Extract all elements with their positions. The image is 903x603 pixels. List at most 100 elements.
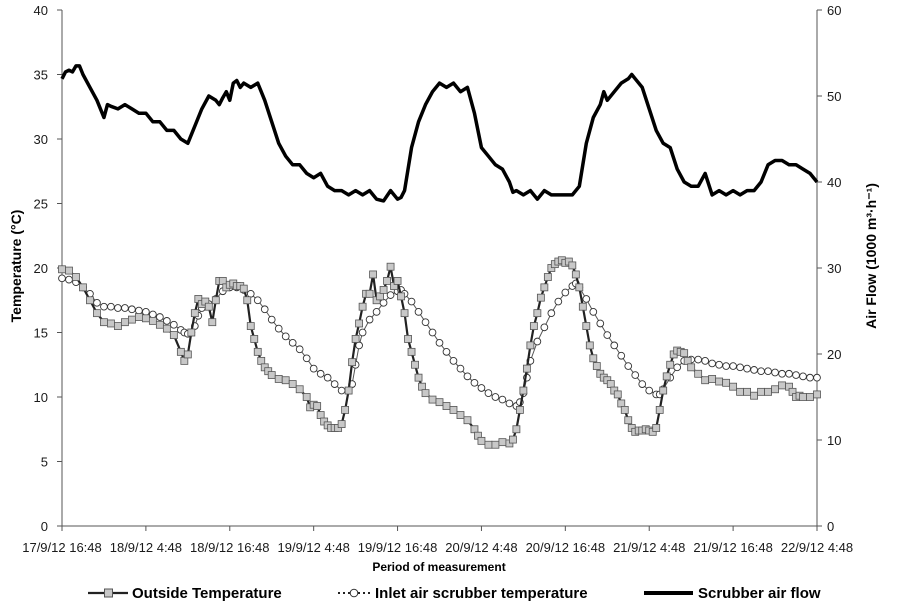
data-point-circle bbox=[456, 364, 465, 373]
data-point-square bbox=[606, 380, 615, 389]
data-point-circle bbox=[288, 338, 297, 347]
data-point-circle bbox=[267, 315, 276, 324]
x-tick-label: 19/9/12 16:48 bbox=[358, 540, 438, 555]
data-point-circle bbox=[386, 291, 395, 299]
data-point-circle bbox=[65, 275, 73, 284]
data-point-square bbox=[708, 375, 717, 383]
series-layer bbox=[58, 64, 821, 449]
data-point-circle bbox=[295, 345, 304, 354]
data-point-circle bbox=[540, 323, 549, 332]
data-point-square bbox=[253, 347, 262, 356]
data-point-square bbox=[729, 382, 738, 391]
data-point-circle bbox=[491, 393, 500, 401]
data-point-square bbox=[701, 376, 710, 385]
data-point-square bbox=[393, 276, 402, 285]
data-point-circle bbox=[149, 310, 157, 319]
data-point-square bbox=[257, 356, 266, 365]
data-point-square bbox=[449, 405, 458, 414]
data-point-square bbox=[211, 296, 220, 305]
data-point-circle bbox=[142, 308, 150, 316]
data-point-square bbox=[592, 362, 601, 370]
x-tick-label: 20/9/12 4:48 bbox=[445, 540, 517, 555]
data-point-square bbox=[806, 393, 814, 401]
data-point-square bbox=[337, 420, 346, 428]
data-point-square bbox=[463, 416, 472, 425]
data-point-square bbox=[239, 284, 248, 293]
data-point-square bbox=[274, 375, 283, 383]
data-point-square bbox=[421, 389, 430, 398]
data-point-square bbox=[435, 398, 444, 407]
data-point-circle bbox=[372, 308, 381, 316]
left-tick-label: 20 bbox=[34, 261, 48, 276]
data-point-circle bbox=[463, 372, 472, 381]
data-point-square bbox=[428, 395, 437, 404]
data-point-square bbox=[187, 328, 196, 337]
data-point-square bbox=[341, 405, 350, 414]
data-point-square bbox=[79, 283, 87, 292]
data-point-circle bbox=[799, 372, 807, 381]
data-point-circle bbox=[407, 297, 416, 306]
data-point-circle bbox=[610, 341, 619, 350]
data-point-square bbox=[757, 387, 765, 396]
data-point-square bbox=[65, 266, 73, 275]
x-tick-label: 20/9/12 16:48 bbox=[526, 540, 606, 555]
data-point-circle bbox=[274, 324, 283, 333]
data-point-square bbox=[613, 390, 622, 399]
data-point-circle bbox=[365, 315, 374, 324]
data-point-square bbox=[540, 283, 549, 292]
data-point-circle bbox=[708, 359, 716, 368]
data-point-square bbox=[799, 393, 807, 401]
data-point-square bbox=[743, 387, 751, 396]
data-point-square bbox=[288, 380, 297, 389]
data-point-square bbox=[107, 319, 115, 328]
data-point-circle bbox=[379, 298, 388, 307]
data-point-square bbox=[351, 335, 360, 343]
left-tick-label: 25 bbox=[34, 197, 48, 212]
data-point-circle bbox=[603, 331, 612, 339]
data-point-square bbox=[477, 436, 486, 445]
data-point-square bbox=[414, 373, 423, 382]
data-point-circle bbox=[246, 289, 255, 298]
data-point-square bbox=[778, 381, 786, 390]
data-point-circle bbox=[694, 355, 703, 364]
data-point-square bbox=[624, 416, 633, 425]
data-point-circle bbox=[589, 308, 598, 316]
series-circle-group bbox=[58, 274, 821, 410]
data-point-square bbox=[813, 390, 821, 399]
data-point-square bbox=[204, 302, 213, 311]
data-point-square bbox=[575, 283, 584, 292]
data-point-square bbox=[662, 372, 671, 381]
data-point-square bbox=[589, 354, 598, 363]
right-axis: 0 10 20 30 40 50 60 bbox=[817, 3, 841, 534]
data-point-square bbox=[418, 382, 426, 391]
data-point-circle bbox=[505, 399, 514, 408]
data-point-square bbox=[295, 385, 304, 394]
data-point-square bbox=[491, 440, 500, 449]
data-point-square bbox=[666, 360, 675, 369]
x-tick-label: 21/9/12 16:48 bbox=[693, 540, 773, 555]
data-point-square bbox=[190, 309, 199, 318]
data-point-circle bbox=[750, 366, 758, 374]
data-point-square bbox=[404, 335, 412, 343]
data-point-square bbox=[582, 322, 591, 330]
data-point-circle bbox=[156, 313, 164, 321]
data-point-square bbox=[519, 386, 528, 395]
data-point-square bbox=[58, 265, 66, 274]
data-point-square bbox=[121, 318, 129, 327]
data-point-square bbox=[543, 273, 552, 281]
data-point-square bbox=[218, 276, 227, 285]
data-point-square bbox=[302, 393, 311, 401]
data-point-circle bbox=[170, 320, 178, 329]
data-point-square bbox=[379, 286, 388, 294]
data-point-square bbox=[243, 296, 252, 305]
data-point-circle bbox=[449, 357, 458, 365]
data-point-circle bbox=[736, 363, 744, 372]
data-point-square bbox=[246, 322, 255, 330]
right-tick-label: 0 bbox=[827, 519, 834, 534]
data-point-square bbox=[267, 371, 276, 379]
data-point-circle bbox=[785, 369, 793, 378]
left-tick-label: 10 bbox=[34, 390, 48, 405]
data-point-square bbox=[176, 347, 185, 356]
data-point-circle bbox=[470, 378, 479, 387]
